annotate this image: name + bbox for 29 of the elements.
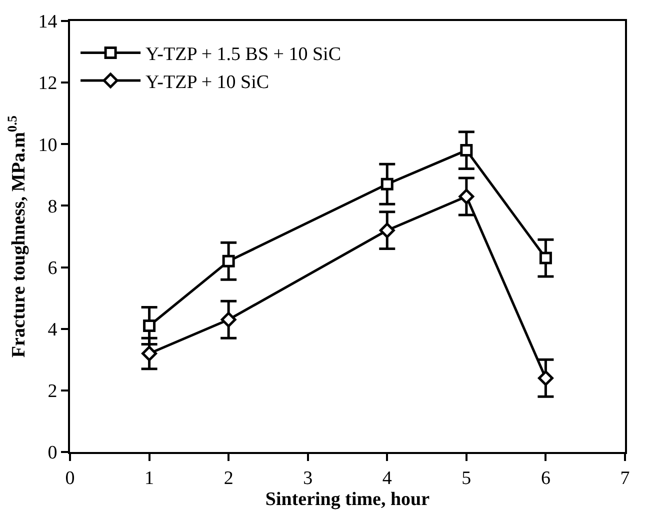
- point: [458, 188, 474, 204]
- point: [539, 252, 552, 264]
- x-tick-label: 5: [462, 468, 472, 489]
- x-tick-label: 4: [382, 468, 392, 489]
- point: [379, 222, 395, 238]
- y-tick-label: 10: [38, 134, 58, 156]
- legend-label: Y-TZP + 10 SiC: [146, 72, 270, 93]
- legend-label: Y-TZP + 1.5 BS + 10 SiC: [146, 44, 342, 66]
- point: [460, 144, 473, 157]
- x-tick-label: 7: [620, 468, 630, 489]
- point: [380, 178, 394, 190]
- x-axis-title: Sintering time, hour: [265, 489, 430, 510]
- x-tick-label: 3: [303, 468, 313, 489]
- y-tick-label: 2: [48, 381, 58, 402]
- y-tick-label: 0: [48, 442, 58, 464]
- point: [220, 312, 236, 328]
- x-tick-label: 1: [144, 468, 154, 489]
- y-tick-label: 6: [48, 258, 58, 279]
- y-tick-label: 4: [48, 320, 58, 341]
- point: [143, 320, 156, 332]
- point: [222, 254, 235, 268]
- point: [142, 346, 158, 362]
- y-tick-label: 14: [38, 12, 58, 33]
- y-tick-label: 12: [38, 73, 58, 94]
- point: [538, 370, 554, 386]
- x-tick-label: 0: [65, 468, 75, 489]
- y-tick-label: 8: [48, 196, 58, 218]
- x-tick-label: 6: [540, 468, 550, 489]
- x-tick-label: 2: [224, 468, 234, 489]
